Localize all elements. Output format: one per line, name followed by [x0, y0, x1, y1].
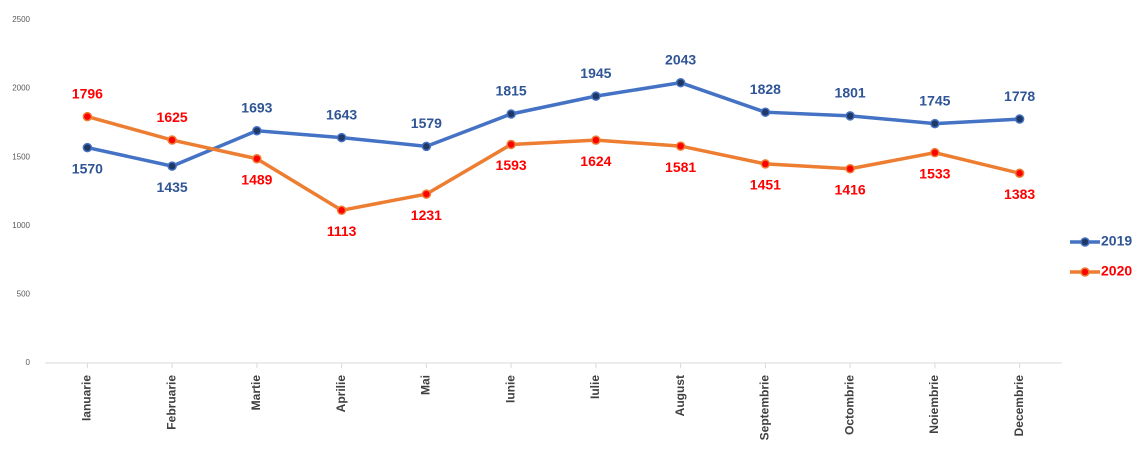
data-label: 1570: [72, 160, 103, 176]
data-point: [336, 205, 347, 216]
y-tick-label: 500: [17, 290, 31, 299]
data-point: [1014, 114, 1025, 124]
data-point: [82, 142, 93, 153]
data-label: 1828: [750, 81, 781, 97]
data-point: [845, 111, 855, 121]
data-point: [760, 107, 771, 117]
legend-label: 2020: [1101, 263, 1132, 279]
data-label: 1625: [157, 109, 188, 125]
series-line: [86, 114, 1021, 213]
data-label: 1815: [496, 83, 527, 99]
data-label: 1693: [241, 99, 272, 115]
data-label: 1581: [665, 159, 696, 175]
x-tick-label: Octombrie: [842, 375, 856, 435]
x-tick-label: Decembrie: [1012, 375, 1026, 437]
data-point: [1014, 168, 1025, 179]
data-label: 1579: [411, 115, 442, 131]
y-tick-label: 2500: [12, 15, 30, 24]
data-point: [591, 135, 601, 145]
data-label: 1778: [1004, 88, 1035, 104]
data-point: [591, 91, 601, 101]
x-tick-label: Ianuarie: [80, 375, 94, 421]
data-point: [845, 163, 855, 174]
data-point: [760, 159, 771, 169]
data-label: 1451: [750, 177, 781, 193]
x-tick-label: Septembrie: [758, 375, 772, 441]
series-line: [87, 80, 1020, 168]
data-point: [506, 139, 516, 150]
data-label: 1945: [580, 65, 611, 81]
data-point: [167, 135, 177, 145]
x-tick-label: Noiembrie: [927, 375, 941, 434]
data-point: [336, 132, 347, 143]
data-point: [252, 153, 262, 164]
y-tick-label: 1500: [12, 152, 30, 161]
data-label: 1435: [157, 179, 188, 195]
data-point: [506, 109, 516, 119]
legend-label: 2019: [1101, 233, 1132, 249]
data-label: 1643: [326, 106, 357, 122]
data-point: [421, 189, 432, 199]
legend-marker: [1080, 267, 1090, 277]
x-tick-label: August: [673, 375, 687, 416]
x-tick-label: Martie: [249, 375, 263, 411]
x-tick-label: Iulie: [588, 375, 602, 399]
data-label: 1593: [496, 157, 527, 173]
x-tick-label: Februarie: [164, 375, 178, 430]
data-label: 1801: [835, 85, 866, 101]
data-point: [252, 125, 262, 136]
data-label: 1416: [835, 181, 866, 197]
x-tick-label: Aprilie: [334, 375, 348, 413]
data-label: 1231: [411, 207, 442, 223]
data-point: [675, 77, 686, 88]
x-tick-label: Iunie: [503, 375, 517, 403]
data-label: 1113: [327, 223, 357, 239]
data-point: [675, 141, 686, 151]
data-label: 2043: [665, 51, 696, 67]
y-tick-label: 0: [26, 358, 31, 367]
data-label: 1533: [919, 165, 950, 181]
data-point: [167, 161, 177, 171]
y-tick-label: 1000: [12, 221, 30, 230]
legend-marker: [1080, 237, 1090, 247]
data-point: [930, 147, 940, 158]
data-point: [930, 118, 940, 129]
y-tick-label: 2000: [12, 84, 30, 93]
data-label: 1489: [241, 171, 272, 187]
x-tick-label: Mai: [419, 375, 433, 395]
data-point: [82, 111, 93, 122]
data-label: 1796: [72, 85, 103, 101]
data-label: 1745: [919, 92, 950, 108]
data-label: 1624: [580, 153, 611, 169]
data-label: 1383: [1004, 186, 1035, 202]
data-point: [421, 141, 432, 152]
